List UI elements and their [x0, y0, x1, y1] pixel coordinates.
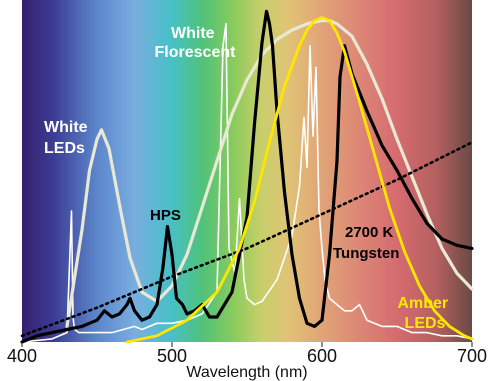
series-2700-k-tungsten: [20, 141, 474, 338]
series-white-florescent: [21, 23, 473, 343]
label-amber-leds: Amber LEDs: [397, 295, 452, 332]
x-tick-label: 600: [307, 346, 337, 366]
label-white-florescent: White Florescent: [155, 25, 237, 61]
x-tick-label: 400: [7, 346, 37, 366]
x-tick-label: 700: [457, 346, 487, 366]
label-2700k-tungsten: 2700 K Tungsten: [333, 224, 399, 262]
x-axis-label: Wavelength (nm): [186, 364, 307, 381]
label-hps: HPS: [150, 207, 181, 224]
x-axis: 400 500 600 700: [7, 342, 487, 366]
series-layer: [20, 9, 474, 344]
series-amber-leds: [125, 16, 474, 344]
label-white-leds: White LEDs: [44, 119, 92, 157]
x-tick-label: 500: [157, 346, 187, 366]
series-white-leds: [65, 19, 474, 328]
